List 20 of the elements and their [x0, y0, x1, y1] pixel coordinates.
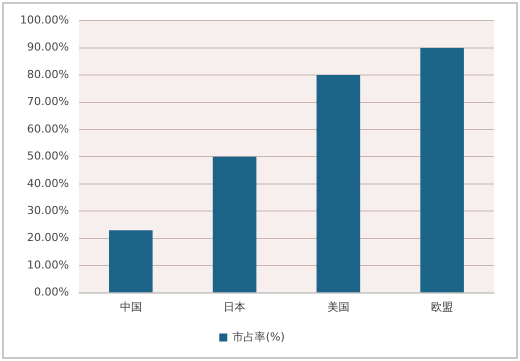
y-tick-label: 60.00%	[26, 122, 69, 136]
x-tick-label: 日本	[224, 300, 246, 314]
y-tick-label: 0.00%	[34, 286, 69, 299]
x-tick-label: 欧盟	[431, 300, 454, 314]
x-tick-label: 美国	[327, 300, 350, 314]
bar	[212, 156, 256, 292]
y-tick-label: 20.00%	[26, 231, 69, 244]
y-tick-label: 70.00%	[26, 95, 69, 108]
legend-label: 市占率(%)	[232, 330, 285, 344]
y-tick-label: 100.00%	[20, 13, 69, 26]
y-tick-label: 30.00%	[26, 204, 69, 217]
y-tick-label: 90.00%	[26, 40, 69, 54]
y-tick-label: 10.00%	[26, 258, 69, 272]
y-tick-label: 50.00%	[26, 150, 69, 163]
bar	[420, 48, 464, 292]
y-tick-label: 80.00%	[26, 68, 69, 81]
bar	[316, 75, 360, 292]
y-tick-label: 40.00%	[26, 176, 69, 190]
bar	[109, 230, 153, 292]
x-tick-label: 中国	[120, 300, 142, 314]
